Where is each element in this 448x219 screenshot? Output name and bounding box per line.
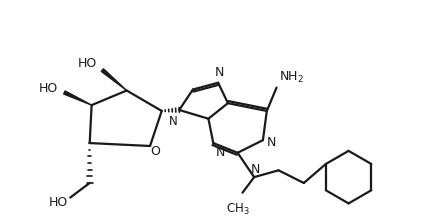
Text: N: N [216, 146, 226, 159]
Text: N: N [250, 163, 260, 176]
Text: N: N [215, 66, 224, 79]
Text: NH$_2$: NH$_2$ [280, 70, 305, 85]
Text: HO: HO [39, 82, 58, 95]
Text: HO: HO [49, 196, 68, 209]
Polygon shape [64, 91, 92, 105]
Text: HO: HO [78, 57, 97, 70]
Text: N: N [168, 115, 177, 128]
Polygon shape [101, 69, 127, 90]
Text: O: O [150, 145, 160, 158]
Text: CH$_3$: CH$_3$ [226, 201, 250, 217]
Text: N: N [267, 136, 276, 149]
